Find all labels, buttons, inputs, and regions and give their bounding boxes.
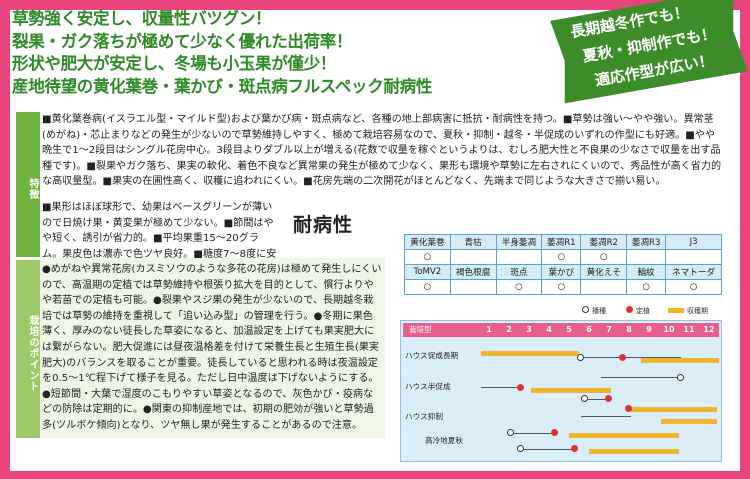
disease-cell: 萎凋R3 (626, 234, 667, 250)
planting-marker (571, 445, 578, 452)
month-label: 6 (579, 323, 599, 337)
harvest-bar (631, 407, 717, 412)
features-text: ■黄化葉巻病(イスラエル型・マイルド型)および葉かび病・斑点病など、各種の地上部… (42, 114, 722, 188)
disease-resistance-table: 黄化葉巻 青枯 半身萎凋 萎凋R1 萎凋R2 萎凋R3 J3 ○ ○ ○ ToMV2 褐色根腐 斑点… (404, 234, 722, 295)
month-label: 11 (679, 323, 699, 337)
sowing-marker (677, 374, 684, 381)
disease-cell: 黄化えそ (580, 264, 628, 280)
disease-cell: 青枯 (449, 234, 497, 250)
planting-marker (551, 429, 558, 436)
month-label: 3 (519, 323, 539, 337)
cultivation-panel (40, 258, 385, 438)
month-label: 10 (659, 323, 679, 337)
disease-cell (580, 279, 628, 295)
disease-cell: J3 (665, 234, 722, 250)
disease-cell (665, 249, 722, 265)
harvest-bar (641, 358, 719, 363)
headline-3: 形状や肥大が安定し、冬場も小玉果が僅少！ (12, 54, 337, 73)
disease-cell: 半身萎凋 (495, 234, 543, 250)
disease-header-row-1: 黄化葉巻 青枯 半身萎凋 萎凋R1 萎凋R2 萎凋R3 J3 (404, 234, 722, 250)
schedule-row-label: ハウス促成長期 (405, 351, 459, 360)
disease-value-row-1: ○ ○ ○ (404, 249, 722, 265)
headline-block: 草勢強く安定し、収量性バツグン！ 裂果・ガク落ちが極めて少なく優れた出荷率！ 形… (12, 8, 542, 98)
disease-value-row-2: ○ ○ ○ ○ ○ (404, 279, 722, 295)
disease-cell: 褐色根腐 (449, 264, 497, 280)
harvest-bar (531, 388, 611, 393)
disease-cell (626, 249, 667, 265)
disease-cell: ○ (626, 279, 667, 295)
disease-cell (449, 279, 497, 295)
cultivation-text: ●めがねや異常花房(カスミソウのような多花の花房)は極めて発生しにくいので、高温… (42, 264, 382, 431)
disease-cell: ○ (404, 249, 451, 265)
disease-cell: ToMV2 (404, 264, 451, 280)
harvest-bar (661, 419, 717, 424)
disease-cell: ○ (495, 279, 543, 295)
month-label: 2 (499, 323, 519, 337)
planting-marker (605, 395, 612, 402)
headline-2: 裂果・ガク落ちが極めて少なく優れた出荷率！ (12, 31, 353, 51)
disease-cell (449, 249, 497, 265)
disease-cell: ○ (580, 249, 628, 265)
disease-cell: 黄化葉巻 (404, 234, 451, 250)
harvest-bar (589, 449, 679, 454)
disease-cell: 斑点 (495, 264, 543, 280)
sowing-marker (581, 395, 588, 402)
month-label: 5 (559, 323, 579, 337)
disease-cell: 輪紋 (626, 264, 667, 280)
month-label: 7 (599, 323, 619, 337)
disease-resistance-title: 耐病性 (293, 214, 354, 236)
planting-legend-icon (626, 306, 633, 313)
schedule-row-label: ハウス抑制 (405, 412, 443, 421)
growing-line (579, 357, 681, 358)
sowing-marker (577, 354, 584, 361)
month-label: 12 (699, 323, 719, 337)
disease-cell: 萎凋R1 (541, 234, 582, 250)
disease-cell: 萎凋R2 (580, 234, 628, 250)
disease-cell: ○ (404, 279, 451, 295)
disease-cell: ○ (665, 279, 722, 295)
month-label: 4 (539, 323, 559, 337)
harvest-bar (481, 351, 579, 356)
harvest-legend-icon (668, 308, 684, 313)
month-label: 1 (479, 323, 499, 337)
harvest-legend-label: 収穫期 (687, 307, 708, 315)
schedule-row-label: ハウス半促成 (405, 382, 451, 391)
harvest-bar (569, 433, 679, 438)
cultivation-side-label: 栽培のポイント (16, 260, 40, 438)
growing-line (601, 377, 681, 378)
features-side-label: 特徴 (16, 112, 40, 257)
sowing-marker (517, 445, 524, 452)
schedule-row-label: 高冷地夏秋 (425, 436, 463, 445)
disease-header-row-2: ToMV2 褐色根腐 斑点 葉かび 黄化えそ 輪紋 ネマトーダ (404, 264, 722, 280)
growing-line (581, 416, 631, 417)
disease-cell (495, 249, 543, 265)
growing-line (481, 387, 521, 388)
disease-cell: ○ (541, 279, 582, 295)
growing-line (513, 433, 553, 434)
month-label: 9 (639, 323, 659, 337)
growing-line (523, 449, 573, 450)
disease-cell: ネマトーダ (665, 264, 722, 280)
sowing-legend-icon (582, 306, 589, 313)
schedule-type-header: 栽培型 (403, 323, 479, 337)
month-header: 1 2 3 4 5 6 7 8 9 10 11 12 (479, 323, 719, 337)
planting-marker (625, 405, 632, 412)
sowing-legend-label: 播種 (592, 307, 606, 315)
planting-marker (517, 384, 524, 391)
sowing-marker (507, 429, 514, 436)
planting-legend-label: 定植 (636, 307, 650, 315)
disease-cell: ○ (541, 249, 582, 265)
schedule-legend: 播種 定植 収穫期 (560, 304, 725, 316)
month-label: 8 (619, 323, 639, 337)
disease-cell: 葉かび (541, 264, 582, 280)
headline-1: 草勢強く安定し、収量性バツグン！ (12, 9, 272, 28)
planting-marker (619, 354, 626, 361)
growing-line (587, 399, 607, 400)
cropping-schedule: 栽培型 1 2 3 4 5 6 7 8 9 10 11 12 ハウス促成長期 ハ… (400, 320, 722, 462)
headline-4: 産地待望の黄化葉巻・葉かび・斑点病フルスペック耐病性 (12, 76, 433, 96)
